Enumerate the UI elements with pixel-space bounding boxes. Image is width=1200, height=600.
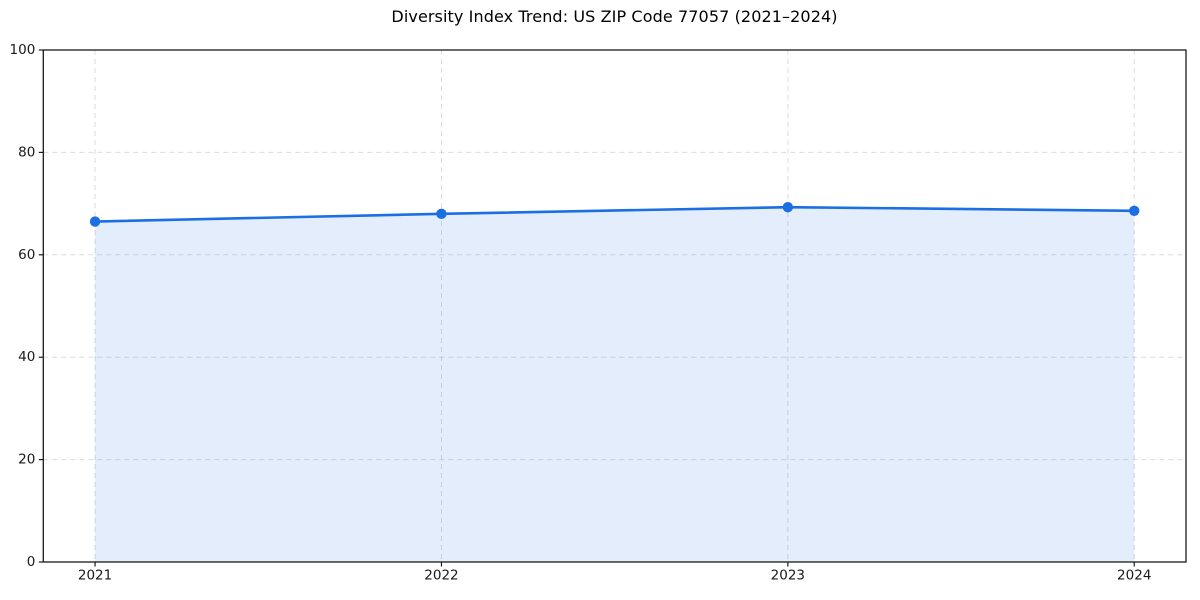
data-point-2023 (782, 201, 794, 213)
x-tick-label: 2022 (424, 568, 458, 584)
y-tick-label: 60 (18, 247, 35, 263)
data-point-2022 (436, 208, 447, 220)
y-tick-label: 40 (18, 349, 35, 365)
y-tick-label: 20 (18, 452, 35, 468)
area-fill (95, 207, 1135, 562)
y-tick-label: 0 (27, 554, 36, 570)
x-tick-label: 2024 (1117, 568, 1151, 584)
chart-title: Diversity Index Trend: US ZIP Code 77057… (391, 7, 838, 26)
x-tick-label: 2023 (771, 568, 805, 584)
y-tick-label: 80 (18, 144, 35, 160)
plot-border (42, 49, 1187, 563)
trend-line (93, 205, 1136, 223)
y-tick-label: 100 (10, 42, 36, 58)
data-point-2021 (89, 216, 101, 227)
data-point-2024 (1129, 205, 1140, 216)
x-tick-label: 2021 (78, 568, 112, 584)
